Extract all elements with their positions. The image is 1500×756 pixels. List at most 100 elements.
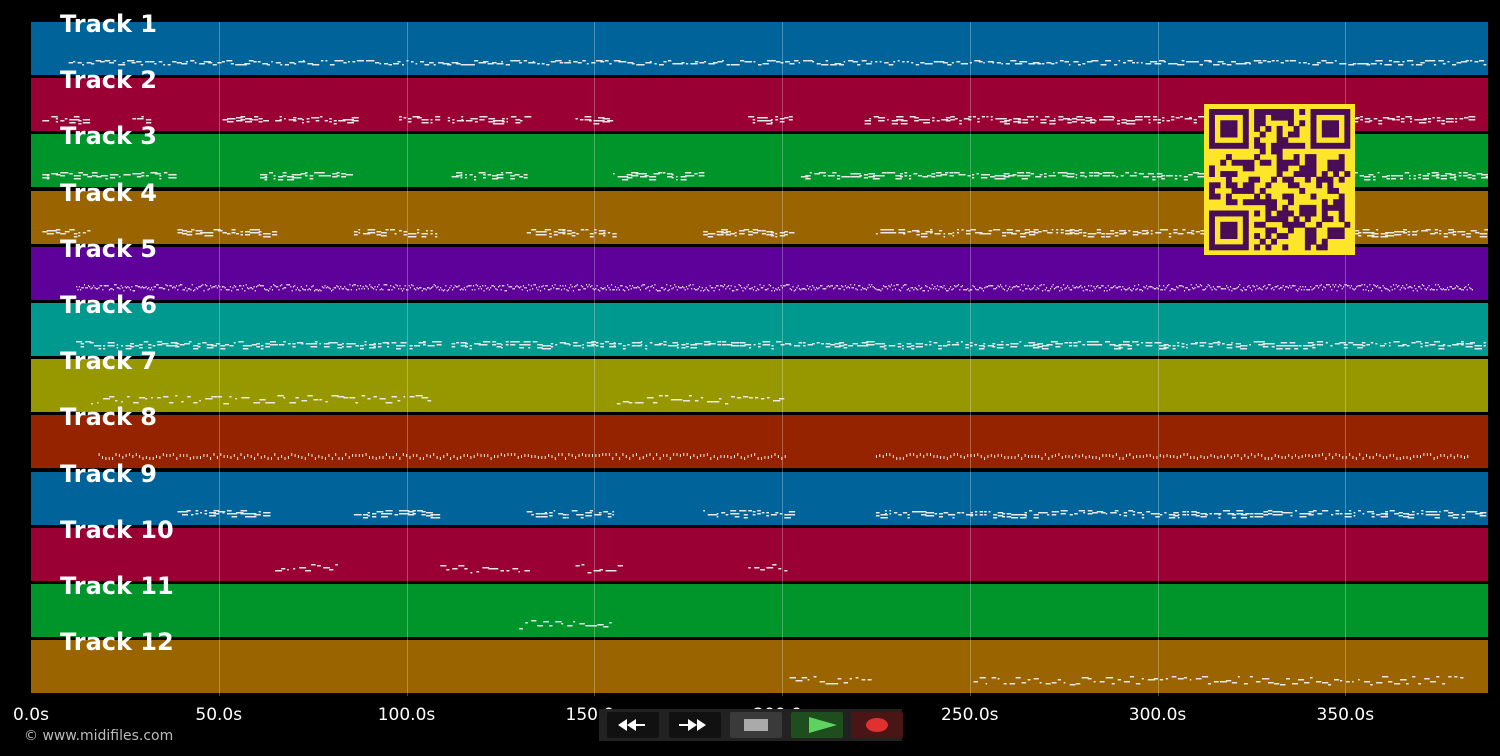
midi-note — [1402, 344, 1407, 346]
midi-note — [735, 64, 740, 66]
track-lane[interactable] — [31, 22, 1488, 77]
track-lane[interactable] — [31, 640, 1488, 695]
midi-note — [867, 287, 869, 289]
midi-note — [474, 118, 478, 120]
midi-note — [1078, 286, 1080, 288]
midi-note — [1236, 513, 1244, 515]
midi-note — [979, 514, 984, 516]
midi-note — [1195, 61, 1199, 63]
midi-note — [587, 286, 589, 288]
midi-note — [159, 175, 162, 177]
midi-note — [844, 285, 846, 287]
midi-note — [200, 456, 201, 459]
midi-note — [1156, 287, 1158, 289]
midi-note — [834, 346, 841, 348]
midi-note — [1294, 348, 1299, 350]
fast-forward-button[interactable] — [669, 712, 721, 738]
midi-note — [977, 118, 980, 120]
midi-note — [1304, 286, 1306, 288]
midi-note — [875, 343, 882, 345]
midi-note — [407, 289, 409, 291]
midi-note — [293, 63, 297, 65]
midi-note — [761, 398, 765, 400]
midi-note — [1163, 344, 1169, 346]
track-label: Track 1 — [60, 10, 158, 38]
midi-note — [1444, 289, 1446, 291]
midi-note — [689, 175, 695, 177]
midi-note — [482, 567, 490, 569]
midi-note — [703, 344, 711, 346]
track-lane[interactable] — [31, 415, 1488, 470]
stop-button[interactable] — [730, 712, 782, 738]
midi-note — [258, 121, 263, 123]
midi-note — [1184, 290, 1186, 292]
midi-note — [168, 289, 170, 291]
midi-note — [1164, 289, 1166, 291]
midi-note — [879, 289, 881, 291]
midi-note — [931, 284, 933, 286]
midi-note — [1153, 288, 1155, 290]
midi-note — [240, 231, 243, 233]
midi-note — [469, 64, 475, 66]
track-lane[interactable] — [31, 584, 1488, 639]
midi-note — [1122, 457, 1124, 460]
midi-note — [278, 344, 285, 346]
midi-note — [1051, 286, 1053, 288]
midi-note — [650, 286, 652, 288]
midi-note — [60, 120, 65, 122]
midi-note — [1400, 287, 1402, 289]
midi-note — [504, 290, 506, 292]
midi-note — [997, 229, 1001, 231]
midi-note — [837, 285, 839, 287]
record-button[interactable] — [851, 712, 903, 738]
midi-note — [494, 286, 496, 288]
midi-note — [730, 285, 732, 287]
midi-note — [189, 457, 191, 460]
midi-note — [671, 288, 673, 290]
midi-note — [454, 285, 456, 287]
midi-note — [333, 123, 337, 125]
midi-note — [1056, 286, 1058, 288]
midi-note — [1130, 120, 1136, 122]
midi-note — [585, 229, 589, 231]
midi-note — [1064, 288, 1066, 290]
midi-note — [1412, 290, 1414, 292]
midi-note — [317, 290, 319, 292]
track-lane[interactable] — [31, 247, 1488, 302]
midi-note — [974, 344, 978, 346]
midi-note — [1067, 285, 1069, 287]
midi-note — [195, 513, 199, 515]
track-lane[interactable] — [31, 528, 1488, 583]
midi-note — [1484, 512, 1487, 514]
midi-note — [1458, 288, 1460, 290]
midi-note — [1262, 343, 1269, 345]
midi-note — [730, 513, 737, 515]
midi-note — [200, 512, 202, 514]
track-lane[interactable] — [31, 359, 1488, 414]
midi-note — [269, 341, 276, 343]
midi-note — [974, 60, 981, 62]
midi-note — [1226, 347, 1233, 349]
midi-note — [1141, 342, 1144, 344]
midi-note — [754, 567, 760, 569]
midi-note — [584, 116, 592, 118]
midi-note — [473, 455, 475, 458]
midi-note — [957, 229, 959, 231]
track-lane[interactable] — [31, 303, 1488, 358]
midi-note — [419, 457, 421, 460]
midi-note — [703, 234, 708, 236]
rewind-button[interactable] — [607, 712, 659, 738]
track-lane[interactable] — [31, 472, 1488, 527]
midi-note — [1427, 287, 1429, 289]
midi-note — [604, 341, 609, 343]
midi-note — [279, 285, 281, 287]
track-label: Track 4 — [60, 179, 158, 207]
midi-note — [1026, 175, 1031, 177]
midi-note — [622, 61, 627, 63]
midi-note — [578, 289, 580, 291]
midi-note — [999, 175, 1006, 177]
midi-note — [1313, 510, 1317, 512]
midi-note — [487, 63, 494, 65]
play-button[interactable] — [791, 712, 843, 738]
midi-note — [1042, 230, 1048, 232]
